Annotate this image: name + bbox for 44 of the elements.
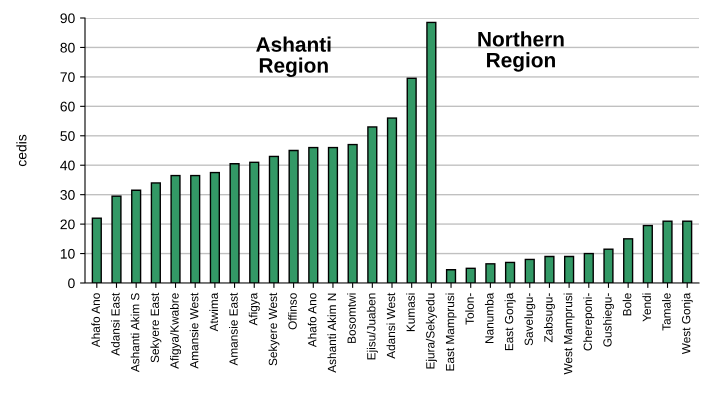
x-tick-label: Ashanti Akim N bbox=[327, 294, 336, 373]
y-tick-label: 90 bbox=[60, 13, 75, 24]
x-tick-label: East Gonja bbox=[504, 292, 516, 350]
x-tick-label: Ahafo Ano bbox=[308, 293, 316, 348]
y-tick-label: 40 bbox=[60, 160, 75, 170]
y-tick-label: 20 bbox=[60, 219, 75, 230]
x-tick-label: Sekyere West bbox=[268, 292, 280, 366]
x-tick-label: Savelugu- bbox=[524, 293, 536, 346]
x-tick-label: Amansie East bbox=[229, 292, 238, 366]
x-tick-label: Offinso bbox=[288, 293, 297, 330]
x-tick-label: Afigya/Kwabre bbox=[170, 293, 182, 369]
annotation: Ashanti Region bbox=[256, 36, 330, 77]
x-tick-label: Bole bbox=[622, 293, 632, 316]
x-tick-label: Afigya bbox=[248, 292, 260, 326]
x-tick-label: Tolon- bbox=[465, 293, 474, 325]
x-tick-label: West Mamprusi bbox=[564, 294, 575, 374]
x-tick-label: Gushiegu- bbox=[602, 293, 614, 347]
x-tick-label: Nanumba bbox=[484, 292, 494, 343]
y-tick-label: 60 bbox=[60, 102, 75, 112]
x-tick-label: Chereponi- bbox=[583, 293, 594, 351]
x-tick-label: Adansi East bbox=[110, 292, 120, 356]
y-tick-label: 80 bbox=[60, 42, 75, 53]
x-tick-label: Ahafo Ano bbox=[91, 293, 100, 348]
annotation: Northern Region bbox=[478, 31, 564, 72]
x-tick-label: Bosomtwi bbox=[347, 294, 356, 343]
x-tick-label: Zabsugu- bbox=[544, 293, 555, 342]
x-tick-label: Tamale bbox=[662, 293, 671, 331]
y-tick-label: 70 bbox=[60, 72, 75, 82]
y-tick-label: 50 bbox=[60, 131, 75, 141]
x-tick-label: Sekyere East bbox=[150, 292, 162, 362]
x-tick-label: Ashanti Akim S bbox=[130, 293, 140, 372]
x-tick-label: Amansie West bbox=[190, 292, 198, 369]
y-tick-label: 30 bbox=[60, 190, 75, 200]
x-tick-label: Adansi West bbox=[386, 292, 396, 359]
y-axis-title: cedis bbox=[16, 134, 27, 166]
x-tick-label: Kumasi bbox=[406, 294, 415, 332]
x-tick-label: West Gonja bbox=[682, 292, 693, 354]
x-tick-label: Yendi bbox=[642, 294, 651, 322]
y-tick-label: 0 bbox=[68, 278, 75, 288]
y-tick-label: 10 bbox=[60, 248, 75, 259]
x-tick-label: Atwima bbox=[209, 292, 218, 332]
x-tick-label: Ejisu/Juaben bbox=[366, 293, 378, 360]
x-tick-label: Ejura/Sekyedu bbox=[426, 294, 437, 369]
x-tick-label: East Mamprusi bbox=[446, 294, 457, 370]
